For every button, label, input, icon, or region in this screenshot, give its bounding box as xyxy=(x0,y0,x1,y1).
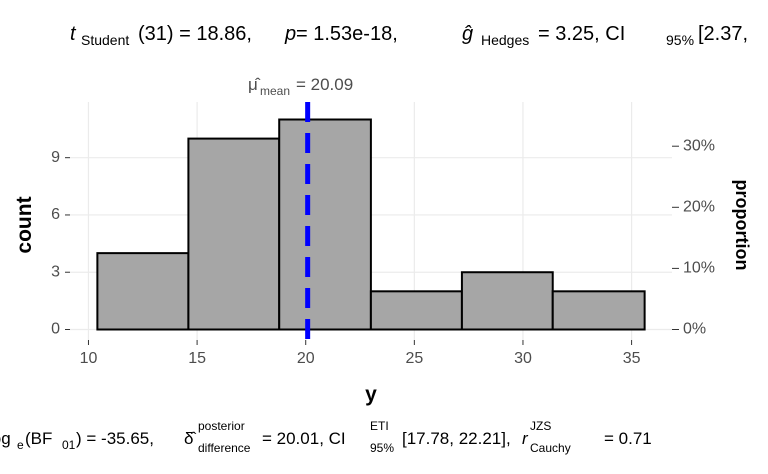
y2-tick-label: 30% xyxy=(683,137,715,154)
caption-part: = 20.01, CI xyxy=(262,429,346,448)
y2-tick-label: 20% xyxy=(683,199,715,216)
bar xyxy=(460,271,554,331)
mean-label-part: mean xyxy=(260,84,290,98)
mean-label-part: = 20.09 xyxy=(296,75,353,94)
title-part: Student xyxy=(81,32,129,48)
title-part: (31) = 18.86, xyxy=(138,23,258,45)
caption-part: 01 xyxy=(62,438,76,452)
caption-part: difference xyxy=(198,441,251,455)
x-tick-label: 10 xyxy=(80,350,98,367)
title-part: t xyxy=(70,23,77,45)
y-tick-label: 9 xyxy=(51,149,60,166)
x-tick-label: 30 xyxy=(514,350,532,367)
bar xyxy=(96,252,190,331)
caption-part: = 0.71 xyxy=(604,429,652,448)
chart-caption: log e (BF 01 ) = -35.65, δ̂ posterior di… xyxy=(0,415,652,456)
chart-title: t Student (31) = 18.86, p = 1.53e-18, ĝ … xyxy=(70,23,748,50)
x-tick-label: 25 xyxy=(405,350,423,367)
caption-part: r xyxy=(522,429,529,448)
title-part: Hedges xyxy=(481,32,529,48)
caption-part: (BF xyxy=(25,429,52,448)
caption-part: Cauchy xyxy=(530,441,571,455)
title-part: = 3.25, CI xyxy=(538,23,625,45)
caption-part: log xyxy=(0,429,11,448)
title-part: [2.37, xyxy=(698,23,748,45)
x-tick-label: 20 xyxy=(297,350,315,367)
x-axis-label: y xyxy=(365,383,377,406)
y-tick-label: 6 xyxy=(51,206,60,223)
bar xyxy=(369,290,463,331)
y2-tick-label: 10% xyxy=(683,260,715,277)
caption-part: JZS xyxy=(530,419,551,433)
y2-axis-label: proportion xyxy=(732,180,752,271)
title-part: ĝ xyxy=(462,23,473,45)
y-tick-label: 3 xyxy=(51,263,60,280)
x-tick-label: 35 xyxy=(623,350,641,367)
title-part: 95% xyxy=(666,32,694,48)
bar xyxy=(551,290,646,331)
y-axis-label: count xyxy=(13,196,36,253)
caption-part: 95% xyxy=(370,441,394,455)
title-part: p xyxy=(284,23,296,45)
caption-part: ETI xyxy=(370,419,389,433)
bar xyxy=(187,137,281,331)
bar xyxy=(278,118,372,331)
title-part: = 1.53e-18, xyxy=(296,23,403,45)
mean-label-part: μ̂ xyxy=(248,75,261,94)
caption-part: ) = -35.65, xyxy=(76,429,159,448)
y2-tick-label: 0% xyxy=(683,321,706,338)
caption-part: e xyxy=(17,438,24,452)
mean-label: μ̂ mean = 20.09 xyxy=(248,75,353,99)
caption-part: δ̂ xyxy=(184,429,196,448)
x-tick-label: 15 xyxy=(188,350,206,367)
caption-part: [17.78, 22.21], xyxy=(402,429,515,448)
y-tick-label: 0 xyxy=(51,321,60,338)
caption-part: posterior xyxy=(198,419,245,433)
